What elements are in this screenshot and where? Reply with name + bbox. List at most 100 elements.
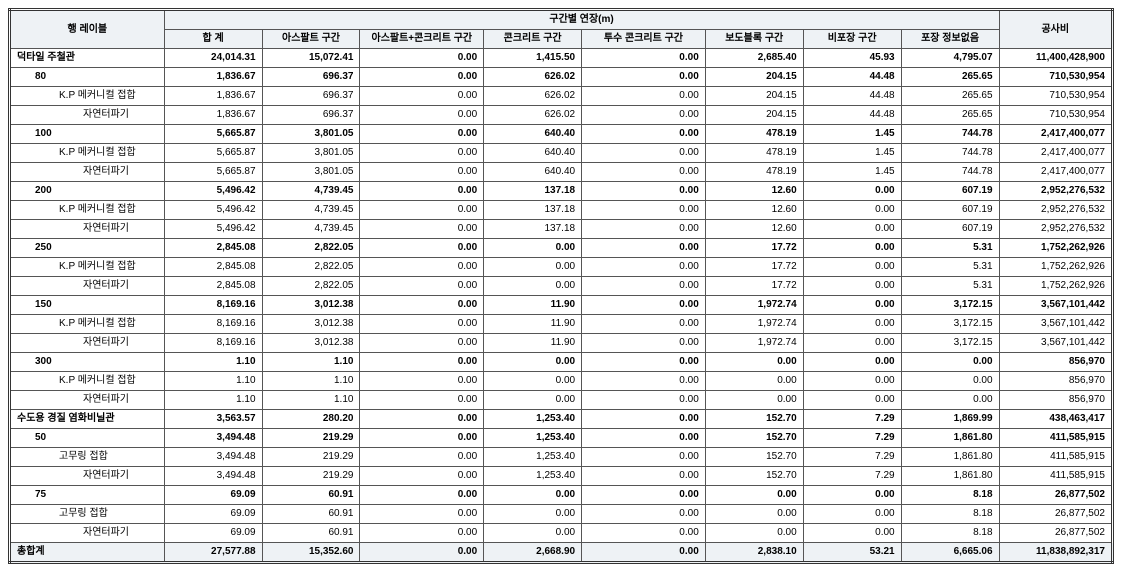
cell-value: 0.00: [360, 277, 484, 296]
cell-value: 0.00: [803, 296, 901, 315]
cell-value: 3,567,101,442: [999, 296, 1112, 315]
row-label: 수도용 경질 염화비닐관: [10, 410, 165, 429]
cell-value: 0.00: [582, 315, 706, 334]
cell-value: 1,836.67: [164, 87, 262, 106]
cell-value: 1.10: [262, 391, 360, 410]
cell-value: 5,665.87: [164, 144, 262, 163]
header-col-2: 아스팔트+콘크리트 구간: [360, 30, 484, 49]
cell-value: 0.00: [484, 258, 582, 277]
cell-value: 411,585,915: [999, 429, 1112, 448]
cell-value: 17.72: [705, 239, 803, 258]
cell-value: 2,845.08: [164, 239, 262, 258]
cell-value: 44.48: [803, 106, 901, 125]
cell-value: 0.00: [803, 220, 901, 239]
table-row: 자연터파기1.101.100.000.000.000.000.000.00856…: [10, 391, 1113, 410]
cell-value: 744.78: [901, 125, 999, 144]
cell-value: 1,253.40: [484, 448, 582, 467]
header-col-3: 콘크리트 구간: [484, 30, 582, 49]
table-row: K.P 메커니컬 접합5,665.873,801.050.00640.400.0…: [10, 144, 1113, 163]
row-label: K.P 메커니컬 접합: [10, 372, 165, 391]
table-row: 자연터파기5,496.424,739.450.00137.180.0012.60…: [10, 220, 1113, 239]
table-row: 자연터파기1,836.67696.370.00626.020.00204.154…: [10, 106, 1113, 125]
table-row: 자연터파기5,665.873,801.050.00640.400.00478.1…: [10, 163, 1113, 182]
cell-value: 0.00: [705, 353, 803, 372]
table-row: 고무링 접합3,494.48219.290.001,253.400.00152.…: [10, 448, 1113, 467]
cell-value: 3,801.05: [262, 163, 360, 182]
cell-value: 0.00: [360, 201, 484, 220]
cell-value: 0.00: [582, 182, 706, 201]
cell-value: 1.45: [803, 163, 901, 182]
cell-value: 7.29: [803, 467, 901, 486]
cell-value: 0.00: [360, 505, 484, 524]
cell-value: 0.00: [360, 296, 484, 315]
cell-value: 12.60: [705, 220, 803, 239]
row-label: 자연터파기: [10, 277, 165, 296]
cell-value: 0.00: [484, 486, 582, 505]
row-label: 150: [10, 296, 165, 315]
cell-value: 640.40: [484, 144, 582, 163]
cell-value: 4,739.45: [262, 220, 360, 239]
cell-value: 0.00: [582, 258, 706, 277]
table-row: 503,494.48219.290.001,253.400.00152.707.…: [10, 429, 1113, 448]
row-label: 300: [10, 353, 165, 372]
cell-value: 0.00: [901, 391, 999, 410]
header-group: 구간별 연장(m): [164, 10, 999, 30]
cell-value: 0.00: [582, 486, 706, 505]
cell-value: 478.19: [705, 163, 803, 182]
cell-value: 2,845.08: [164, 258, 262, 277]
cell-value: 2,822.05: [262, 239, 360, 258]
cell-value: 0.00: [582, 429, 706, 448]
row-label: K.P 메커니컬 접합: [10, 315, 165, 334]
cell-value: 11.90: [484, 296, 582, 315]
cell-value: 607.19: [901, 201, 999, 220]
cell-value: 0.00: [803, 315, 901, 334]
cell-value: 0.00: [484, 391, 582, 410]
cell-value: 0.00: [803, 372, 901, 391]
cell-value: 5.31: [901, 239, 999, 258]
cell-value: 5.31: [901, 277, 999, 296]
row-label: 100: [10, 125, 165, 144]
total-value: 6,665.06: [901, 543, 999, 563]
cell-value: 0.00: [360, 467, 484, 486]
cell-value: 1,752,262,926: [999, 258, 1112, 277]
cell-value: 1,836.67: [164, 68, 262, 87]
cell-value: 2,822.05: [262, 277, 360, 296]
cell-value: 2,417,400,077: [999, 163, 1112, 182]
cell-value: 0.00: [582, 87, 706, 106]
cell-value: 0.00: [582, 353, 706, 372]
cell-value: 626.02: [484, 68, 582, 87]
cell-value: 3,172.15: [901, 296, 999, 315]
cell-value: 0.00: [360, 106, 484, 125]
cell-value: 0.00: [360, 486, 484, 505]
cell-value: 0.00: [360, 258, 484, 277]
header-col-6: 비포장 구간: [803, 30, 901, 49]
cell-value: 1,253.40: [484, 410, 582, 429]
row-label: 250: [10, 239, 165, 258]
table-row: 자연터파기3,494.48219.290.001,253.400.00152.7…: [10, 467, 1113, 486]
cell-value: 0.00: [484, 277, 582, 296]
cell-value: 7.29: [803, 448, 901, 467]
table-row: K.P 메커니컬 접합1.101.100.000.000.000.000.000…: [10, 372, 1113, 391]
cell-value: 696.37: [262, 106, 360, 125]
cell-value: 744.78: [901, 144, 999, 163]
row-label: K.P 메커니컬 접합: [10, 201, 165, 220]
cell-value: 0.00: [803, 353, 901, 372]
header-col-5: 보도블록 구간: [705, 30, 803, 49]
cell-value: 7.29: [803, 429, 901, 448]
cell-value: 1,415.50: [484, 49, 582, 68]
cell-value: 0.00: [360, 144, 484, 163]
cell-value: 1,861.80: [901, 448, 999, 467]
cell-value: 0.00: [582, 334, 706, 353]
cell-value: 26,877,502: [999, 486, 1112, 505]
table-row: 7569.0960.910.000.000.000.000.008.1826,8…: [10, 486, 1113, 505]
cell-value: 3,801.05: [262, 144, 360, 163]
cell-value: 204.15: [705, 68, 803, 87]
cell-value: 0.00: [582, 505, 706, 524]
cell-value: 15,072.41: [262, 49, 360, 68]
header-col-0: 합 계: [164, 30, 262, 49]
cell-value: 1.10: [262, 372, 360, 391]
cell-value: 0.00: [360, 68, 484, 87]
cell-value: 0.00: [803, 391, 901, 410]
cell-value: 0.00: [705, 372, 803, 391]
cell-value: 0.00: [803, 486, 901, 505]
